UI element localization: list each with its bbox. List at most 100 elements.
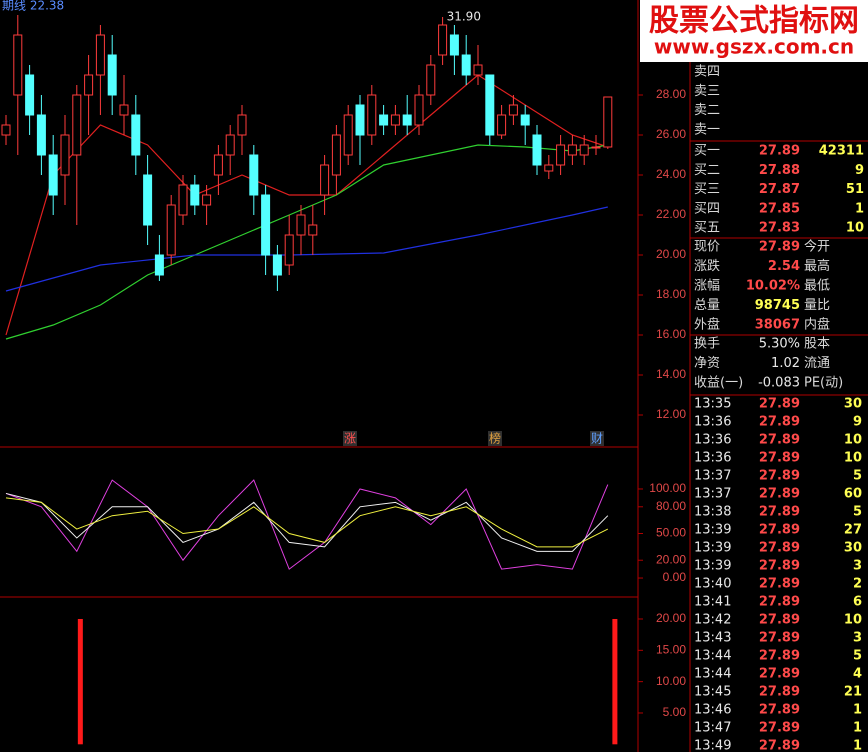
y-tick-label: 10.00 [656, 674, 686, 688]
candle-body [166, 204, 176, 256]
trade-volume: 30 [844, 397, 862, 412]
candle-body [261, 194, 271, 256]
stat-value: 38067 [755, 318, 800, 333]
candle-body [284, 234, 294, 266]
y-tick-label: 15.00 [656, 642, 686, 656]
buy-price: 27.87 [759, 182, 800, 197]
high-label: 31.90 [447, 10, 481, 24]
trade-price: 27.89 [759, 595, 800, 610]
candle-body [414, 94, 424, 126]
trade-price: 27.89 [759, 397, 800, 412]
trade-time: 13:47 [694, 721, 731, 736]
trade-price: 27.89 [759, 451, 800, 466]
candle-body [154, 254, 164, 276]
candle-body [84, 74, 94, 96]
candle-body [461, 54, 471, 76]
candle-body [296, 214, 306, 236]
candle-body [119, 104, 129, 116]
candle-body [213, 154, 223, 176]
candle-body [379, 114, 389, 126]
indicator-line [5, 74, 608, 336]
trade-time: 13:42 [694, 613, 731, 628]
marker-box [590, 431, 604, 446]
trade-price: 27.89 [759, 703, 800, 718]
y-tick-label: 12.00 [656, 407, 686, 421]
trade-price: 27.89 [759, 667, 800, 682]
trade-time: 13:44 [694, 649, 731, 664]
candle-body [520, 114, 530, 126]
trade-time: 13:41 [694, 595, 731, 610]
trade-price: 27.89 [759, 505, 800, 520]
trade-time: 13:36 [694, 433, 731, 448]
trade-price: 27.89 [759, 541, 800, 556]
candle-body [556, 144, 566, 166]
stat-label: 流通 [804, 356, 830, 371]
candle-body [25, 74, 35, 116]
indicator-line [5, 479, 609, 570]
watermark-url: www.gszx.com.cn [654, 35, 854, 59]
stat-label: 净资 [694, 356, 720, 371]
trade-price: 27.89 [759, 613, 800, 628]
trade-time: 13:40 [694, 577, 731, 592]
stat-label: 总量 [694, 298, 720, 313]
sell-label: 卖二 [694, 103, 720, 118]
trade-volume: 27 [844, 523, 862, 538]
trade-price: 27.89 [759, 523, 800, 538]
candle-body [36, 114, 46, 156]
trade-volume: 1 [853, 721, 862, 736]
candle-body [1, 124, 11, 136]
marker: 涨 [344, 431, 356, 446]
candle-body [426, 64, 436, 96]
signal-bar [77, 618, 83, 745]
stat-label: 收益(一) [694, 376, 743, 391]
trade-volume: 6 [853, 595, 862, 610]
trade-price: 27.89 [759, 577, 800, 592]
y-tick-label: 28.00 [656, 87, 686, 101]
indicator-line [5, 206, 608, 292]
stat-value: 5.30% [759, 337, 800, 352]
sell-label: 卖三 [694, 84, 720, 99]
trade-volume: 10 [844, 451, 862, 466]
stat-label: PE(动) [804, 376, 843, 391]
y-tick-label: 80.00 [656, 499, 686, 513]
candle-body [131, 114, 141, 156]
candle-body [320, 164, 330, 196]
trade-time: 13:39 [694, 559, 731, 574]
stat-label: 外盘 [694, 317, 720, 333]
marker: 财 [591, 432, 603, 446]
candle-body [72, 94, 82, 156]
trade-price: 27.89 [759, 685, 800, 700]
sell-label: 卖四 [694, 65, 720, 80]
candle-body [508, 104, 518, 116]
trade-time: 13:38 [694, 505, 731, 520]
stat-value: -0.083 [758, 376, 800, 391]
trade-volume: 4 [853, 667, 862, 682]
trade-price: 27.89 [759, 469, 800, 484]
marker-box [343, 431, 357, 446]
trade-volume: 5 [853, 649, 862, 664]
trade-volume: 21 [844, 685, 862, 700]
y-tick-label: 100.00 [649, 481, 686, 495]
y-tick-label: 14.00 [656, 367, 686, 381]
trade-price: 27.89 [759, 649, 800, 664]
trade-time: 13:36 [694, 415, 731, 430]
stat-label: 现价 [694, 240, 720, 255]
candle-body [603, 96, 613, 148]
candle-body [390, 114, 400, 126]
candle-body [225, 134, 235, 156]
y-tick-label: 24.00 [656, 167, 686, 181]
trade-time: 13:46 [694, 703, 731, 718]
marker: 榜 [489, 431, 501, 446]
trade-volume: 5 [853, 469, 862, 484]
candle-body [473, 64, 483, 76]
candle-body [143, 174, 153, 226]
buy-volume: 1 [855, 201, 864, 216]
buy-price: 27.88 [759, 163, 800, 178]
stat-label: 内盘 [804, 317, 830, 333]
buy-price: 27.83 [759, 221, 800, 236]
marker-box [488, 431, 502, 446]
candle-body [449, 34, 459, 56]
candle-body [178, 184, 188, 216]
candle-body [249, 154, 259, 196]
trade-volume: 10 [844, 433, 862, 448]
